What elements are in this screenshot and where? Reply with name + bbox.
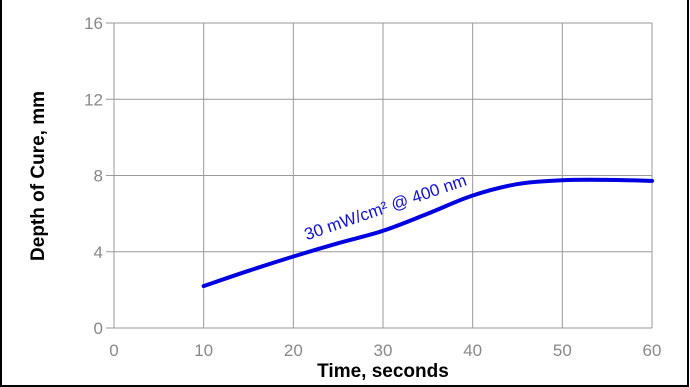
series-line [201,177,654,289]
y-tick-label: 12 [84,90,103,109]
y-tick-label: 8 [94,167,103,186]
y-tick-label: 4 [94,243,103,262]
x-tick-label: 60 [643,341,662,360]
x-tick-label: 20 [284,341,303,360]
tick-labels: 0 10 20 30 40 50 60 0 4 8 12 16 [84,14,661,360]
grid [114,22,653,328]
series [201,177,654,289]
y-tick-label: 16 [84,14,103,33]
x-tick-label: 40 [463,341,482,360]
x-tick-label: 0 [109,341,118,360]
x-axis-title: Time, seconds [317,361,449,382]
y-axis-title: Depth of Cure, mm [28,91,49,261]
x-tick-label: 50 [553,341,572,360]
y-tick-label: 0 [94,319,103,338]
x-tick-label: 30 [374,341,393,360]
x-tick-label: 10 [194,341,213,360]
axes [106,22,652,329]
